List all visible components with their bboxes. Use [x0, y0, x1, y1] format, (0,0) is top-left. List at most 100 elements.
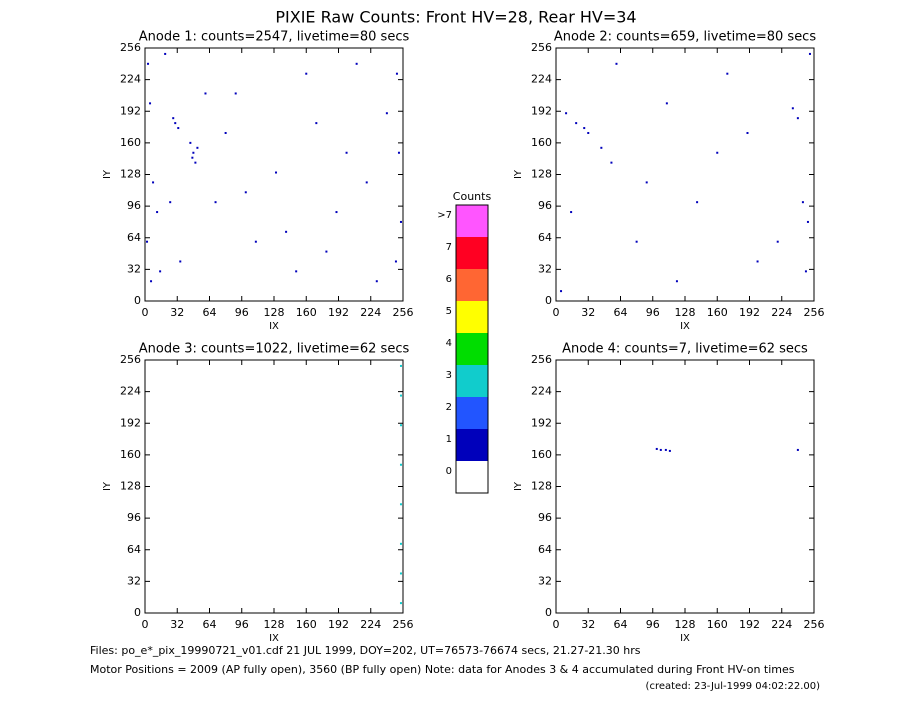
x-tick-label: 0 — [142, 618, 149, 631]
count-pixel — [305, 72, 308, 75]
count-pixel — [399, 503, 402, 506]
count-pixel — [804, 270, 807, 273]
count-pixel — [664, 448, 667, 451]
colorbar-swatch — [456, 397, 488, 429]
count-pixel — [172, 117, 175, 120]
x-tick-label: 64 — [203, 306, 217, 319]
count-pixel — [570, 211, 573, 214]
x-tick-label: 192 — [328, 618, 349, 631]
count-pixel — [156, 211, 159, 214]
count-pixel — [315, 122, 318, 125]
count-pixel — [169, 201, 172, 204]
x-tick-label: 96 — [646, 618, 660, 631]
x-tick-label: 128 — [264, 306, 285, 319]
plot-frame — [144, 359, 404, 614]
count-pixel — [659, 448, 662, 451]
count-pixel — [147, 62, 150, 65]
count-pixel — [164, 52, 167, 55]
count-pixel — [399, 364, 402, 367]
y-tick-label: 192 — [531, 104, 552, 117]
colorbar-frame — [455, 204, 489, 494]
x-tick-label: 128 — [264, 618, 285, 631]
x-tick-label: 96 — [235, 618, 249, 631]
colorbar-swatch — [456, 269, 488, 301]
y-tick-label: 160 — [531, 136, 552, 149]
count-pixel — [746, 131, 749, 134]
count-pixel — [325, 250, 328, 253]
plot-frame — [555, 359, 815, 614]
count-pixel — [399, 542, 402, 545]
y-tick-label: 64 — [127, 543, 141, 556]
colorbar-label: 1 — [446, 434, 452, 445]
y-tick-label: 160 — [531, 448, 552, 461]
y-tick-label: 128 — [531, 480, 552, 493]
count-pixel — [610, 161, 613, 164]
colorbar-label: 2 — [446, 402, 452, 413]
x-axis-label: IX — [680, 321, 690, 332]
x-tick-label: 192 — [739, 618, 760, 631]
count-pixel — [150, 280, 153, 283]
y-axis-label: IY — [513, 169, 524, 179]
colorbar-swatch — [456, 237, 488, 269]
count-pixel — [808, 52, 811, 55]
y-axis-label: IY — [513, 481, 524, 491]
x-tick-label: 224 — [360, 618, 381, 631]
count-pixel — [394, 260, 397, 263]
x-tick-label: 64 — [614, 618, 628, 631]
count-pixel — [275, 171, 278, 174]
count-pixel — [756, 260, 759, 263]
y-tick-label: 256 — [531, 41, 552, 54]
x-tick-label: 0 — [553, 306, 560, 319]
colorbar-swatch — [456, 365, 488, 397]
count-pixel — [655, 447, 658, 450]
y-tick-label: 224 — [120, 73, 141, 86]
colorbar-label: 6 — [446, 274, 452, 285]
x-axis-label: IX — [680, 633, 690, 644]
count-pixel — [796, 117, 799, 120]
count-pixel — [179, 260, 182, 263]
y-tick-label: 256 — [120, 353, 141, 366]
count-pixel — [565, 112, 568, 115]
x-axis-label: IX — [269, 633, 279, 644]
count-pixel — [600, 146, 603, 149]
count-pixel — [399, 424, 402, 427]
x-tick-label: 224 — [771, 618, 792, 631]
y-tick-label: 96 — [127, 511, 141, 524]
y-tick-label: 96 — [538, 511, 552, 524]
count-pixel — [399, 572, 402, 575]
count-pixel — [224, 131, 227, 134]
count-pixel — [399, 602, 402, 605]
y-tick-label: 64 — [127, 231, 141, 244]
y-tick-label: 96 — [127, 199, 141, 212]
x-tick-label: 64 — [203, 618, 217, 631]
panel-title: Anode 3: counts=1022, livetime=62 secs — [139, 342, 410, 357]
count-pixel — [355, 62, 358, 65]
count-pixel — [192, 151, 195, 154]
count-pixel — [345, 151, 348, 154]
y-tick-label: 160 — [120, 136, 141, 149]
count-pixel — [645, 181, 648, 184]
count-pixel — [635, 240, 638, 243]
y-tick-label: 64 — [538, 543, 552, 556]
y-tick-label: 128 — [531, 168, 552, 181]
y-tick-label: 192 — [531, 416, 552, 429]
footer-note: (created: 23-Jul-1999 04:02:22.00) — [646, 681, 821, 692]
y-tick-label: 32 — [127, 262, 141, 275]
x-tick-label: 256 — [804, 306, 825, 319]
y-tick-label: 224 — [531, 73, 552, 86]
count-pixel — [244, 191, 247, 194]
count-pixel — [295, 270, 298, 273]
x-tick-label: 128 — [675, 306, 696, 319]
y-tick-label: 224 — [120, 385, 141, 398]
y-tick-label: 32 — [127, 574, 141, 587]
y-tick-label: 192 — [120, 416, 141, 429]
count-pixel — [615, 62, 618, 65]
y-tick-label: 96 — [538, 199, 552, 212]
count-pixel — [191, 156, 194, 159]
count-pixel — [806, 220, 809, 223]
count-pixel — [395, 72, 398, 75]
count-pixel — [675, 280, 678, 283]
colorbar-swatch — [456, 333, 488, 365]
x-tick-label: 0 — [553, 618, 560, 631]
count-pixel — [189, 141, 192, 144]
